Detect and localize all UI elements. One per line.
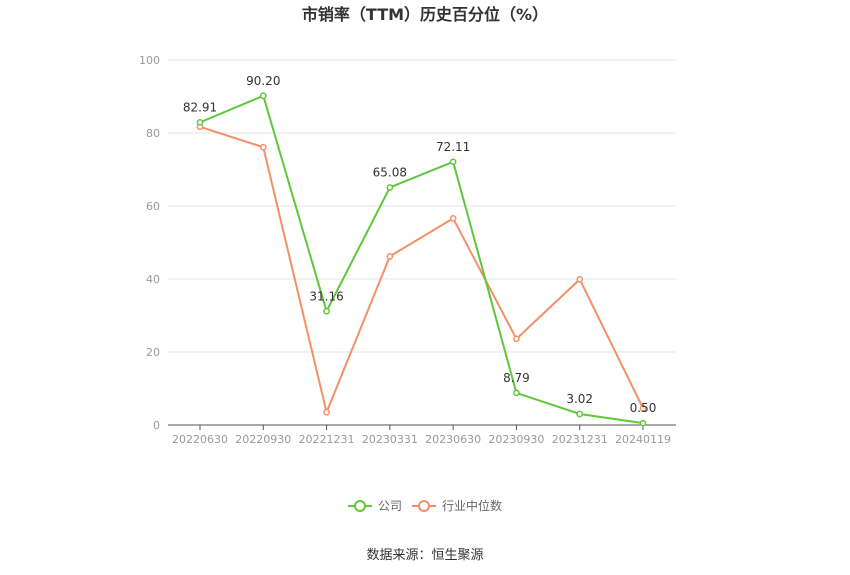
data-label: 82.91	[183, 100, 217, 114]
x-tick-label: 20220630	[172, 433, 228, 446]
data-label: 72.11	[436, 140, 470, 154]
y-tick-label: 100	[139, 54, 160, 67]
data-point	[386, 253, 394, 260]
x-tick-label: 20220930	[235, 433, 291, 446]
y-tick-label: 20	[146, 346, 160, 359]
data-point	[259, 92, 267, 100]
data-point	[323, 307, 330, 315]
legend-label: 行业中位数	[442, 498, 502, 513]
data-point	[576, 410, 584, 418]
series-0: 82.91 90.20 31.16 65.08 72.11 8.79 3.02 0.50	[183, 74, 657, 427]
series-1	[196, 123, 647, 416]
legend-marker	[354, 500, 366, 512]
data-label: 8.79	[503, 371, 530, 385]
y-axis-ticks: 0 20 40 60 80 100	[139, 54, 160, 432]
legend-marker	[418, 500, 430, 512]
chart-title: 市销率（TTM）历史百分位（%）	[302, 5, 548, 24]
legend-item-1[interactable]: 行业中位数	[412, 498, 502, 513]
data-label: 31.16	[309, 289, 343, 303]
data-point	[639, 419, 647, 427]
series-layer: 82.91 90.20 31.16 65.08 72.11 8.79 3.02 0.50	[183, 74, 657, 427]
data-point	[639, 404, 647, 412]
series-line	[199, 125, 644, 414]
data-label: 3.02	[566, 392, 593, 406]
legend-label: 公司	[378, 499, 402, 513]
data-point	[386, 184, 394, 191]
x-tick-label: 20230930	[488, 433, 544, 446]
y-tick-label: 40	[146, 273, 160, 286]
legend: 公司 行业中位数	[348, 498, 502, 513]
data-point	[196, 119, 204, 126]
x-tick-label: 20221231	[299, 433, 355, 446]
x-tick-label: 20230331	[362, 433, 418, 446]
data-point	[576, 276, 584, 283]
x-tick-label: 20231231	[552, 433, 608, 446]
data-point	[449, 215, 457, 222]
data-point	[449, 158, 457, 166]
series-line	[199, 94, 644, 425]
data-point	[513, 389, 520, 397]
data-point	[323, 408, 330, 416]
data-point	[513, 335, 520, 343]
x-axis: 20220630 20220930 20221231 20230331 20230630…	[168, 424, 676, 446]
x-tick-label: 20240119	[615, 433, 671, 446]
data-label: 0.50	[630, 401, 657, 415]
data-label: 65.08	[373, 165, 407, 179]
legend-item-0[interactable]: 公司	[348, 499, 402, 513]
data-point	[259, 143, 267, 151]
x-tick-label: 20230630	[425, 433, 481, 446]
source-note: 数据来源：恒生聚源	[366, 548, 483, 563]
grid	[168, 59, 676, 353]
y-tick-label: 60	[146, 200, 160, 213]
data-label: 90.20	[246, 74, 280, 88]
y-tick-label: 80	[146, 127, 160, 140]
y-tick-label: 0	[153, 419, 160, 432]
